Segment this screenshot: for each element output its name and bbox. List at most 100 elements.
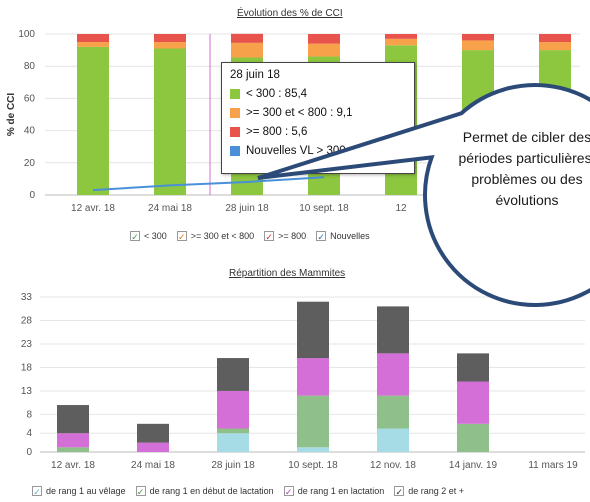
y-axis-title: % de CCI [6, 93, 17, 137]
y-tick-label: 40 [24, 126, 36, 137]
y-tick-label: 13 [21, 386, 33, 397]
y-tick-label: 0 [26, 447, 32, 458]
bar-segment [539, 34, 571, 43]
chart1-legend-item[interactable]: ✓ >= 300 et < 800 [176, 231, 255, 242]
bar-segment [297, 358, 329, 396]
tooltip-row: Nouvelles VL > 300 : 8,1 [230, 141, 406, 160]
tooltip-swatch [230, 126, 240, 137]
bar-segment [457, 381, 489, 424]
chart1-legend-item[interactable]: ✓ < 300 [130, 231, 167, 242]
x-tick-label: 12 nov. 18 [370, 460, 416, 471]
y-tick-label: 23 [21, 339, 33, 350]
bar-segment [57, 447, 89, 452]
legend-label: Nouvelles [330, 231, 370, 241]
x-tick-label: 24 mai 18 [131, 460, 175, 471]
y-tick-label: 20 [24, 158, 36, 169]
chart2-legend-item[interactable]: ✓ de rang 1 en début de lactation [135, 486, 274, 497]
bar-segment [217, 390, 249, 429]
chart1-legend-item[interactable]: ✓ Nouvelles [316, 231, 370, 242]
x-tick-label: 11 mars 19 [528, 460, 578, 471]
bar-segment [297, 395, 329, 448]
tooltip-row: < 300 : 85,4 [230, 84, 406, 103]
bar-segment [377, 428, 409, 452]
bar-segment [297, 301, 329, 359]
legend-checkbox[interactable]: ✓ [135, 486, 146, 497]
legend-checkbox[interactable]: ✓ [316, 231, 327, 242]
bar-segment [539, 42, 571, 51]
callout-text: Permet de cibler des périodes particuliè… [458, 129, 590, 208]
tooltip-text: < 300 : 85,4 [246, 87, 308, 100]
x-tick-label: 24 mai 18 [148, 203, 192, 214]
bar-segment [137, 442, 169, 452]
y-tick-label: 80 [24, 61, 36, 72]
bar-segment [57, 405, 89, 434]
chart2-legend: ✓ de rang 1 au vêlage ✓ de rang 1 en début … [32, 486, 474, 497]
legend-checkbox[interactable]: ✓ [176, 231, 187, 242]
tooltip-text: Nouvelles VL > 300 : 8,1 [246, 144, 372, 157]
chart2-legend-item[interactable]: ✓ de rang 2 et + [394, 486, 464, 497]
y-tick-label: 18 [21, 362, 33, 373]
legend-label: < 300 [144, 231, 167, 241]
chart2-legend-item[interactable]: ✓ de rang 1 en lactation [283, 486, 385, 497]
legend-checkbox[interactable]: ✓ [283, 486, 294, 497]
bar-segment [77, 46, 109, 195]
chart2-legend-item[interactable]: ✓ de rang 1 au vêlage [32, 486, 126, 497]
x-tick-label: 28 juin 18 [225, 203, 269, 214]
legend-label: >= 300 et < 800 [190, 231, 255, 241]
x-tick-label: 14 janv. 19 [449, 460, 498, 471]
bar-segment [308, 43, 340, 57]
x-tick-label: 10 sept. 18 [288, 460, 338, 471]
bar-segment [457, 353, 489, 382]
x-tick-label: 12 avr. 18 [71, 203, 115, 214]
bar-segment [457, 423, 489, 452]
legend-checkbox[interactable]: ✓ [32, 486, 42, 497]
legend-label: de rang 1 en début de lactation [149, 486, 274, 496]
bar-segment [297, 447, 329, 452]
bar-segment [377, 306, 409, 354]
bar-segment [377, 353, 409, 396]
bar-segment [154, 42, 186, 49]
x-tick-label: 10 sept. 18 [299, 203, 349, 214]
bar-segment [231, 42, 263, 58]
tooltip-text: >= 300 et < 800 : 9,1 [246, 106, 353, 119]
bar-segment [154, 34, 186, 43]
x-tick-label: 28 juin 18 [211, 460, 255, 471]
tooltip-row: >= 300 et < 800 : 9,1 [230, 103, 406, 122]
tooltip-row: >= 800 : 5,6 [230, 122, 406, 141]
tooltip-swatch [230, 145, 240, 156]
chart1-tooltip: 28 juin 18 < 300 : 85,4 >= 300 et < 800 :… [221, 62, 415, 174]
chart1-legend-item[interactable]: ✓ >= 800 [264, 231, 306, 242]
y-tick-label: 100 [18, 29, 35, 40]
legend-checkbox[interactable]: ✓ [264, 231, 275, 242]
legend-checkbox[interactable]: ✓ [130, 231, 140, 242]
y-tick-label: 4 [26, 428, 32, 439]
bar-segment [385, 38, 417, 46]
y-tick-label: 0 [29, 190, 35, 201]
y-tick-label: 28 [21, 315, 33, 326]
mammites-chart: 33 28 23 18 13 8 4 0 12 avr. 18 24 mai 18 28 juin … [21, 292, 585, 471]
tooltip-swatch [230, 107, 240, 118]
bar-segment [217, 428, 249, 434]
y-tick-label: 33 [21, 292, 33, 303]
bar-segment [137, 423, 169, 443]
tooltip-text: >= 800 : 5,6 [246, 125, 308, 138]
bar-segment [231, 33, 263, 43]
bar-segment [154, 48, 186, 196]
chart2-title: Répartition des Mammites [229, 268, 346, 279]
legend-checkbox[interactable]: ✓ [394, 486, 405, 497]
bar-segment [308, 34, 340, 44]
chart1-title: Évolution des % de CCI [237, 8, 343, 19]
bar-segment [217, 358, 249, 391]
bar-segment [462, 34, 494, 41]
bar-segment [77, 42, 109, 47]
bar-segment [217, 433, 249, 452]
bar-segment [77, 34, 109, 43]
legend-label: de rang 1 en lactation [297, 486, 385, 496]
legend-label: de rang 1 au vêlage [46, 486, 126, 496]
bar-segment [462, 40, 494, 51]
tooltip-date: 28 juin 18 [230, 69, 280, 81]
tooltip-swatch [230, 88, 240, 99]
series-line [92, 176, 325, 192]
y-tick-label: 60 [24, 93, 36, 104]
chart1-legend: ✓ < 300 ✓ >= 300 et < 800 ✓ >= 800 ✓ Nouvelles [130, 231, 380, 242]
